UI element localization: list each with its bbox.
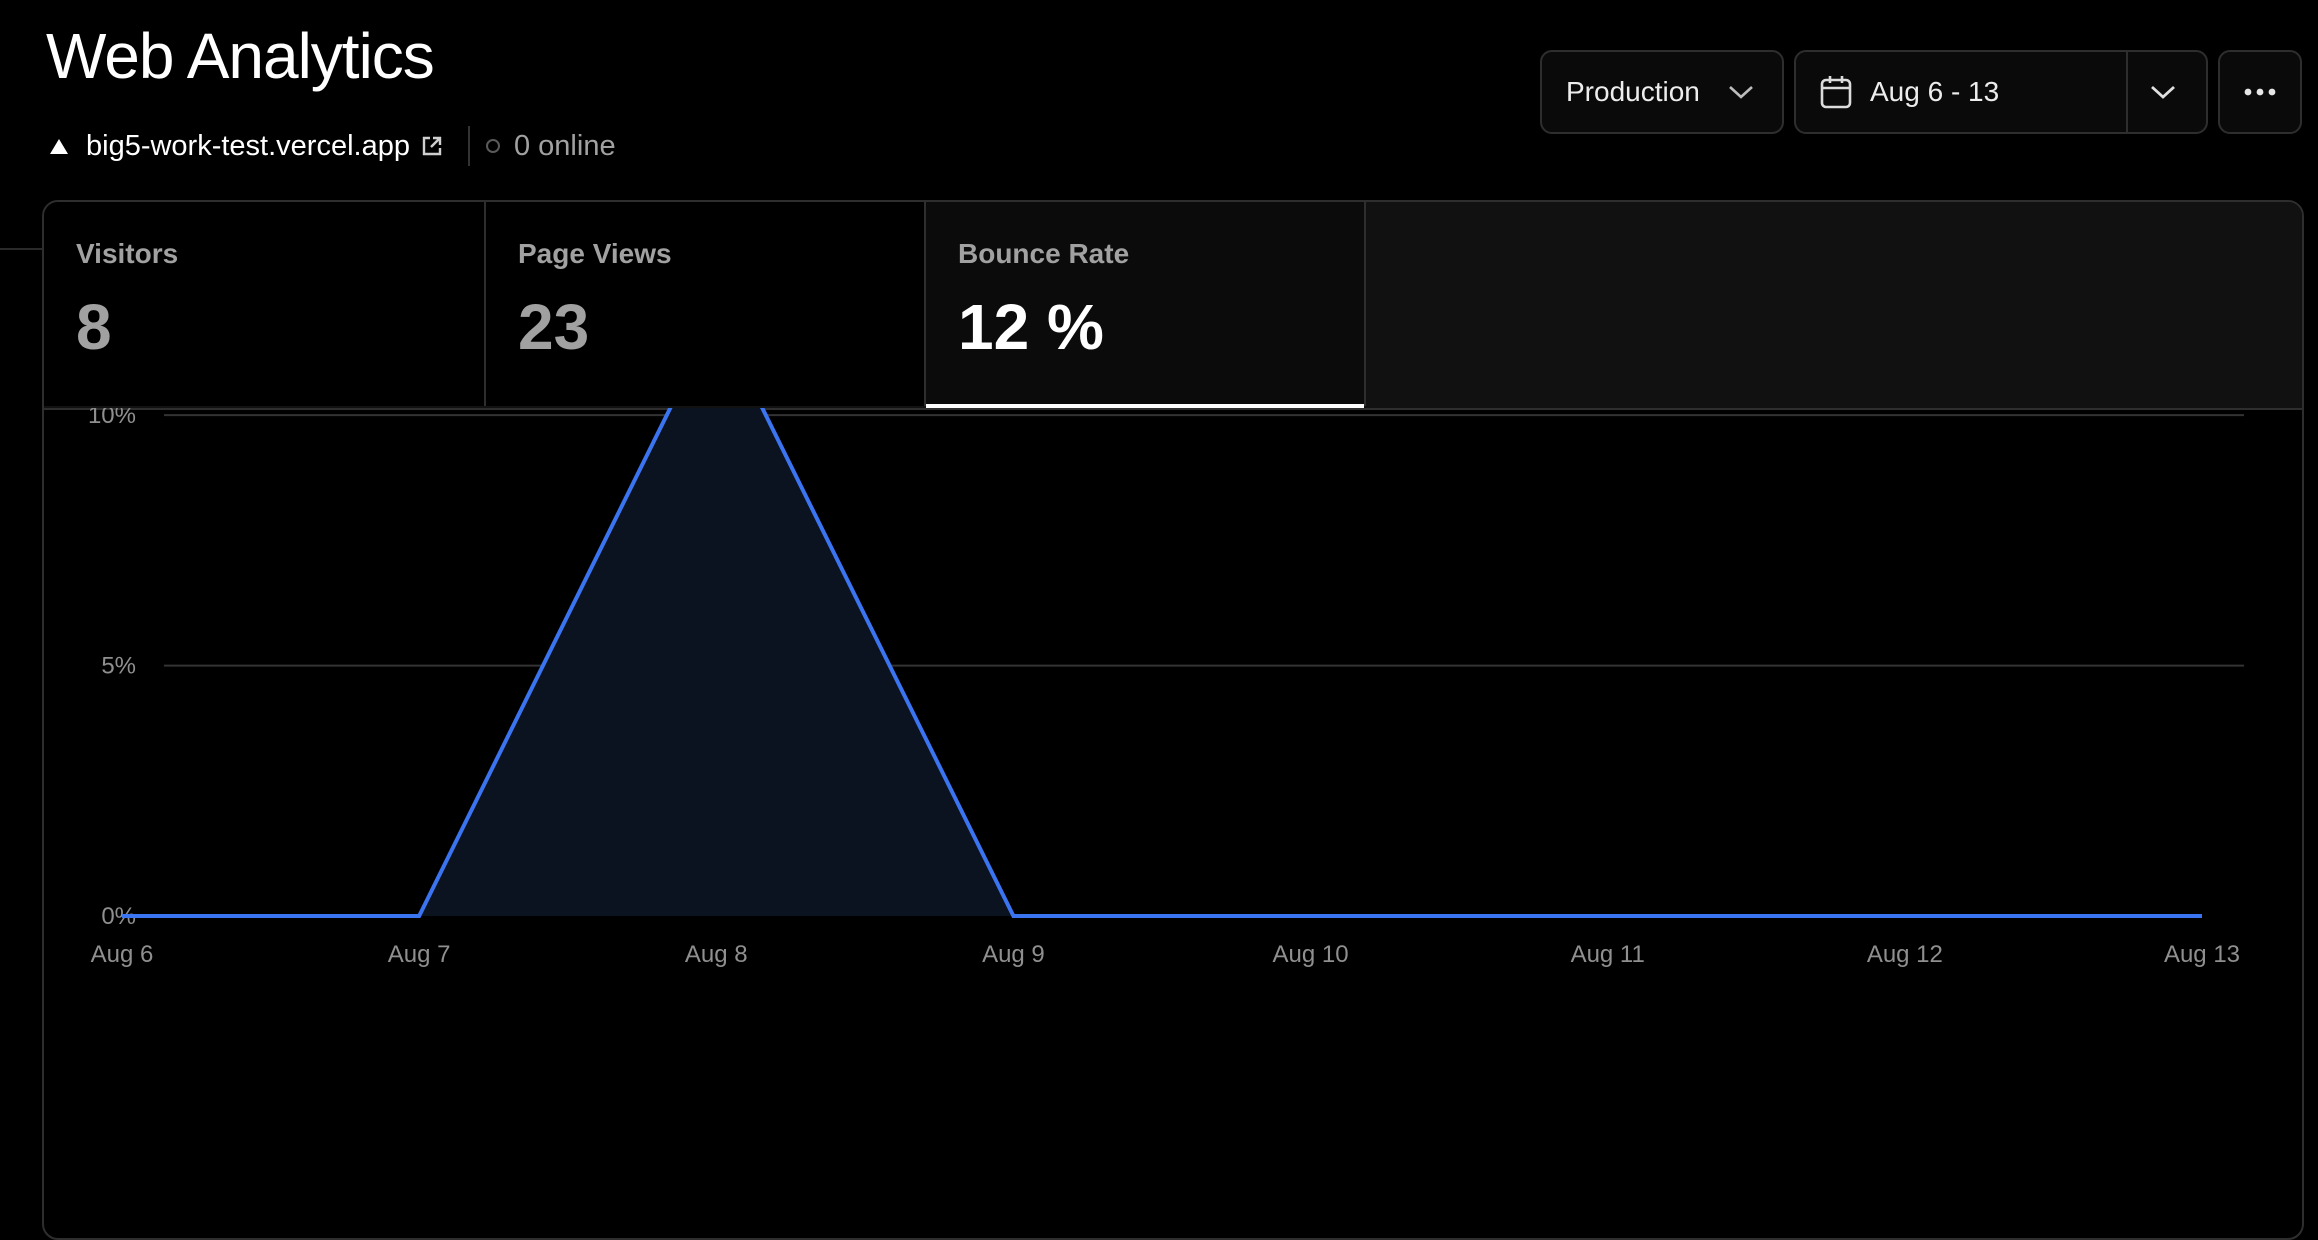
date-range-picker[interactable]: Aug 6 - 13 xyxy=(1794,50,2208,134)
x-tick-label: Aug 8 xyxy=(685,941,748,968)
metric-value: 23 xyxy=(518,290,589,364)
page-title: Web Analytics xyxy=(46,18,434,94)
environment-label: Production xyxy=(1566,76,1700,108)
ellipsis-icon xyxy=(2244,88,2276,96)
analytics-panel: Visitors 8 Page Views 23 Bounce Rate 12 … xyxy=(42,200,2304,1240)
x-tick-label: Aug 7 xyxy=(388,941,451,968)
header-divider xyxy=(0,248,44,250)
tab-page-views[interactable]: Page Views 23 xyxy=(486,202,926,406)
online-status-dot-icon xyxy=(486,139,500,153)
project-info: big5-work-test.vercel.app 0 online xyxy=(50,124,616,168)
more-options-button[interactable] xyxy=(2218,50,2302,134)
external-link-icon[interactable] xyxy=(420,134,444,158)
online-count: 0 online xyxy=(514,130,616,163)
metric-label: Bounce Rate xyxy=(958,238,1129,270)
x-tick-label: Aug 13 xyxy=(2164,941,2240,968)
x-tick-label: Aug 6 xyxy=(91,941,154,968)
chevron-down-icon xyxy=(1728,82,1754,102)
environment-select[interactable]: Production xyxy=(1540,50,1784,134)
metric-label: Visitors xyxy=(76,238,178,270)
series-area xyxy=(122,408,2202,916)
divider xyxy=(468,126,470,166)
x-tick-label: Aug 10 xyxy=(1273,941,1349,968)
metric-label: Page Views xyxy=(518,238,672,270)
chevron-down-icon[interactable] xyxy=(2150,82,2176,102)
metric-tabs: Visitors 8 Page Views 23 Bounce Rate 12 … xyxy=(44,202,2302,410)
x-tick-label: Aug 9 xyxy=(982,941,1045,968)
x-tick-label: Aug 11 xyxy=(1571,941,1645,968)
x-tick-label: Aug 12 xyxy=(1867,941,1943,968)
project-domain-link[interactable]: big5-work-test.vercel.app xyxy=(86,130,410,163)
date-range-divider xyxy=(2126,52,2128,132)
y-tick-label: 5% xyxy=(101,653,136,680)
series-line xyxy=(122,408,2202,916)
metric-value: 8 xyxy=(76,290,112,364)
date-range-label: Aug 6 - 13 xyxy=(1870,76,1999,108)
y-tick-label: 10% xyxy=(88,408,136,429)
tab-visitors[interactable]: Visitors 8 xyxy=(44,202,486,406)
metric-value: 12 % xyxy=(958,290,1104,364)
vercel-logo-icon xyxy=(50,139,68,154)
tab-bounce-rate[interactable]: Bounce Rate 12 % xyxy=(926,202,1366,406)
calendar-icon xyxy=(1820,75,1852,109)
